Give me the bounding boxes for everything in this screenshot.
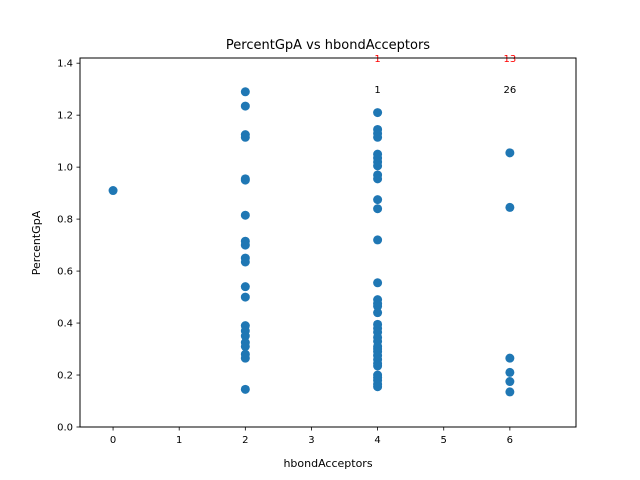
- data-point: [108, 186, 118, 196]
- y-tick-label: 1.0: [57, 163, 73, 174]
- x-tick-label: 0: [110, 435, 116, 446]
- x-tick-label: 4: [374, 435, 380, 446]
- y-tick-label: 0.4: [57, 319, 73, 330]
- data-point: [240, 132, 250, 142]
- data-point: [505, 367, 515, 377]
- x-tick-label: 5: [441, 435, 447, 446]
- data-point: [373, 132, 383, 142]
- data-point: [240, 240, 250, 250]
- data-point: [373, 361, 383, 371]
- count-annotation: 1: [374, 54, 380, 65]
- data-point: [240, 353, 250, 363]
- x-axis-ticks: 0 1 2 3 4 5 6: [110, 427, 513, 446]
- y-axis-label: PercentGpA: [30, 210, 43, 275]
- x-tick-label: 6: [507, 435, 513, 446]
- data-point: [240, 175, 250, 185]
- plot-frame: [79, 57, 577, 428]
- chart-title: PercentGpA vs hbondAcceptors: [226, 38, 430, 53]
- data-point: [373, 204, 383, 214]
- x-axis-label: hbondAcceptors: [283, 457, 372, 470]
- data-point: [240, 282, 250, 292]
- y-tick-label: 1.2: [57, 111, 73, 122]
- count-annotation: 1: [374, 85, 380, 96]
- y-tick-label: 0.6: [57, 267, 73, 278]
- points-layer: [108, 87, 515, 397]
- data-point: [373, 235, 383, 245]
- data-point: [240, 101, 250, 111]
- data-point: [373, 195, 383, 205]
- y-tick-label: 0.2: [57, 371, 73, 382]
- data-point: [373, 301, 383, 311]
- data-point: [240, 331, 250, 341]
- y-axis-ticks: 0.0 0.2 0.4 0.6 0.8 1.0 1.2 1.4: [57, 59, 80, 434]
- data-point: [373, 174, 383, 184]
- data-point: [240, 210, 250, 220]
- data-point: [505, 353, 515, 363]
- data-point: [240, 87, 250, 97]
- data-point: [373, 382, 383, 392]
- data-point: [505, 387, 515, 397]
- data-point: [373, 108, 383, 118]
- data-point: [373, 278, 383, 288]
- data-point: [373, 308, 383, 318]
- count-annotation: 13: [504, 54, 517, 65]
- x-tick-label: 3: [308, 435, 314, 446]
- data-point: [240, 292, 250, 302]
- x-tick-label: 1: [176, 435, 182, 446]
- x-tick-label: 2: [242, 435, 248, 446]
- y-tick-label: 0.0: [57, 423, 73, 434]
- data-point: [240, 384, 250, 394]
- y-tick-label: 0.8: [57, 215, 73, 226]
- data-point: [505, 377, 515, 387]
- y-tick-label: 1.4: [57, 59, 73, 70]
- data-point: [240, 341, 250, 351]
- data-point: [373, 161, 383, 171]
- data-point: [240, 257, 250, 267]
- count-annotation: 26: [504, 85, 517, 96]
- annotations-layer: 1 13 1 26: [374, 54, 516, 96]
- data-point: [505, 202, 515, 212]
- data-point: [505, 148, 515, 158]
